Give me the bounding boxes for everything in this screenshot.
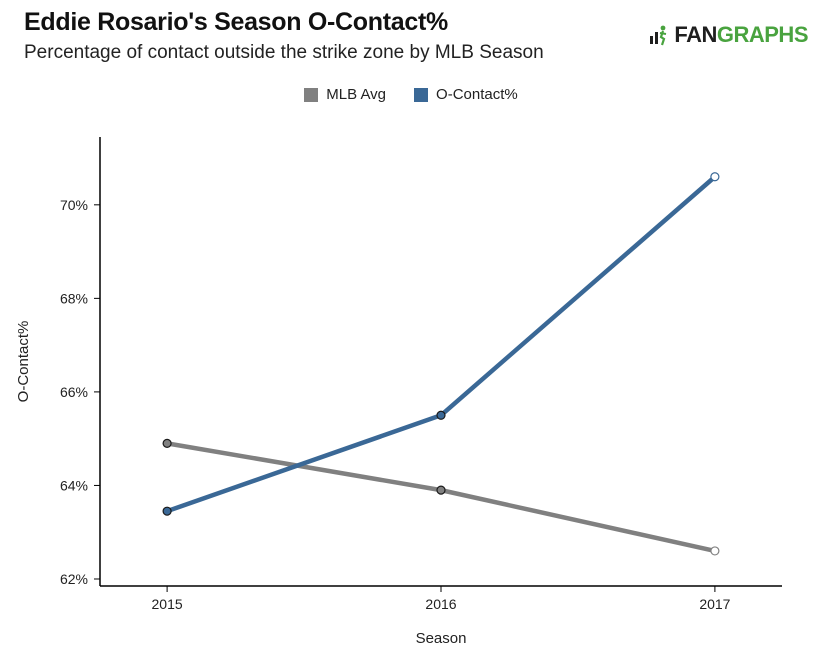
legend-item-o-contact[interactable]: O-Contact%	[414, 86, 518, 103]
data-point-mlb-avg[interactable]	[710, 546, 720, 556]
x-tick-label: 2016	[425, 596, 456, 612]
x-axis-title: Season	[416, 630, 467, 647]
data-point-o-contact[interactable]	[162, 506, 172, 516]
legend-item-mlb-avg[interactable]: MLB Avg	[304, 86, 386, 103]
chart-title: Eddie Rosario's Season O-Contact%	[24, 8, 448, 36]
fangraphs-mark-icon	[650, 25, 667, 46]
legend-label-o-contact: O-Contact%	[436, 86, 518, 103]
y-tick-label: 62%	[60, 571, 88, 587]
y-tick-label: 70%	[60, 197, 88, 213]
logo-text-graphs: GRAPHS	[716, 22, 809, 47]
legend-swatch-mlb-avg	[304, 87, 319, 102]
data-point-o-contact[interactable]	[710, 172, 720, 182]
logo-text-fan: FAN	[674, 22, 717, 47]
legend-label-mlb-avg: MLB Avg	[326, 86, 387, 103]
series-line-mlb-avg	[166, 441, 716, 554]
fangraphs-logo[interactable]: FAN GRAPHS	[648, 22, 809, 48]
chart-axes: 62% 64% 66% 68% 70% 2015 2016 2017	[60, 137, 782, 612]
chart-data-points	[162, 172, 720, 556]
chart-subtitle: Percentage of contact outside the strike…	[24, 42, 544, 63]
legend-swatch-o-contact	[414, 87, 429, 102]
chart-legend: MLB Avg O-Contact%	[0, 86, 822, 103]
chart-series-lines	[166, 175, 717, 554]
y-tick-label: 66%	[60, 384, 88, 400]
series-line-o-contact	[166, 175, 717, 514]
data-point-mlb-avg[interactable]	[162, 438, 172, 448]
x-tick-label: 2017	[699, 596, 730, 612]
y-axis-title: O-Contact%	[15, 321, 32, 403]
data-point-mlb-avg[interactable]	[436, 485, 446, 495]
data-point-o-contact[interactable]	[436, 410, 446, 420]
x-tick-label: 2015	[152, 596, 183, 612]
y-tick-label: 68%	[60, 290, 88, 306]
y-tick-label: 64%	[60, 477, 88, 493]
